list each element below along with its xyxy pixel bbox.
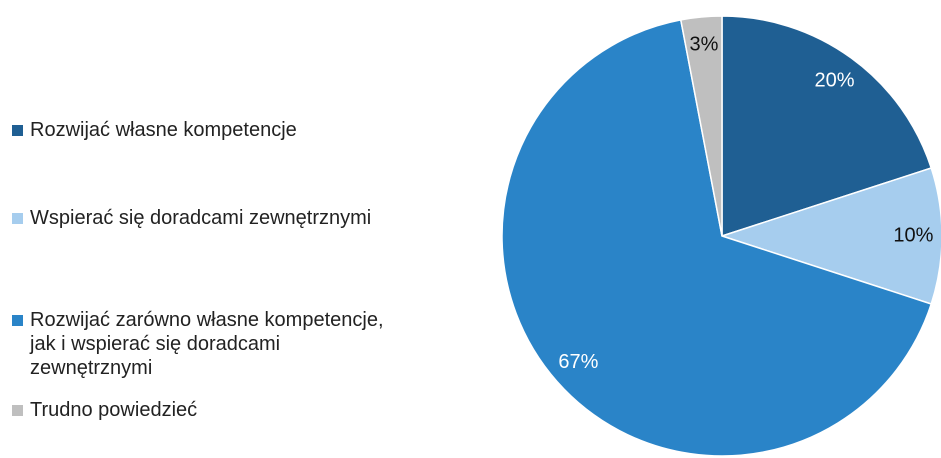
legend-item: Wspierać się doradcami zewnętrznymi bbox=[12, 206, 390, 230]
data-label: 67% bbox=[558, 351, 598, 373]
legend-swatch bbox=[12, 213, 23, 224]
legend-swatch bbox=[12, 125, 23, 136]
legend-label: Rozwijać zarówno własne kompetencje, jak… bbox=[30, 309, 384, 379]
pie-slice bbox=[719, 167, 941, 305]
pie-slice bbox=[721, 15, 933, 238]
legend-label: Trudno powiedzieć bbox=[30, 399, 198, 421]
legend-item: Rozwijać własne kompetencje bbox=[12, 118, 390, 142]
pie-slice bbox=[501, 19, 933, 457]
data-label: 20% bbox=[814, 69, 854, 91]
legend-label: Rozwijać własne kompetencje bbox=[30, 119, 297, 141]
legend-item: Rozwijać zarówno własne kompetencje, jak… bbox=[12, 308, 390, 380]
data-label: 3% bbox=[690, 34, 719, 56]
legend-swatch bbox=[12, 315, 23, 326]
legend-label: Wspierać się doradcami zewnętrznymi bbox=[30, 207, 372, 229]
legend-item: Trudno powiedzieć bbox=[12, 398, 390, 422]
legend-swatch bbox=[12, 405, 23, 416]
data-label: 10% bbox=[893, 224, 933, 246]
pie-slice bbox=[679, 15, 723, 237]
